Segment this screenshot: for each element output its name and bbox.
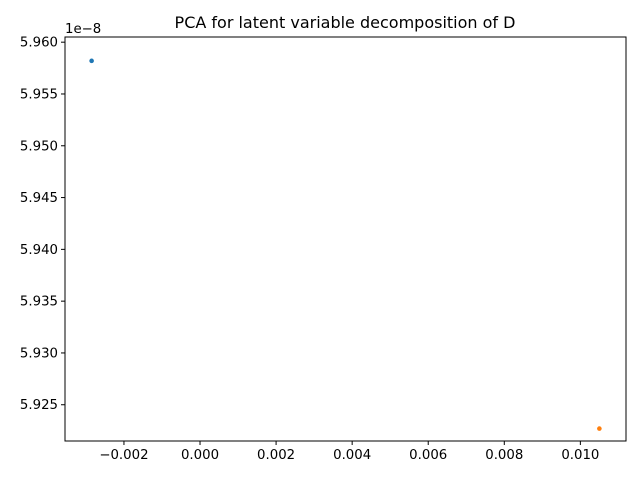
y-tick-label: 5.925 (20, 398, 58, 413)
x-tick-label: 0.008 (485, 448, 523, 463)
x-tick-label: 0.006 (409, 448, 447, 463)
y-tick-label: 5.955 (20, 87, 58, 102)
y-tick-label: 5.945 (20, 191, 58, 206)
y-tick-label: 5.930 (20, 346, 58, 361)
y-tick-label: 5.950 (20, 139, 58, 154)
y-offset-label: 1e−8 (65, 22, 101, 37)
x-tick-label: 0.004 (333, 448, 371, 463)
x-tick-label: 0.002 (257, 448, 295, 463)
chart-title: PCA for latent variable decomposition of… (175, 13, 516, 32)
y-tick-label: 5.940 (20, 243, 58, 258)
y-tick-label: 5.960 (20, 36, 58, 51)
data-points (89, 58, 602, 431)
x-tick-label: −0.002 (99, 448, 148, 463)
y-tick-label: 5.935 (20, 295, 58, 310)
x-tick-label: 0.010 (561, 448, 599, 463)
data-point-series-2 (597, 426, 602, 431)
axis-ticks: −0.002 0.000 0.002 0.004 0.006 0.008 0.010 5.92… (20, 36, 599, 463)
data-point-series-1 (89, 58, 94, 64)
plot-area-frame (64, 36, 627, 442)
x-tick-label: 0.000 (181, 448, 219, 463)
